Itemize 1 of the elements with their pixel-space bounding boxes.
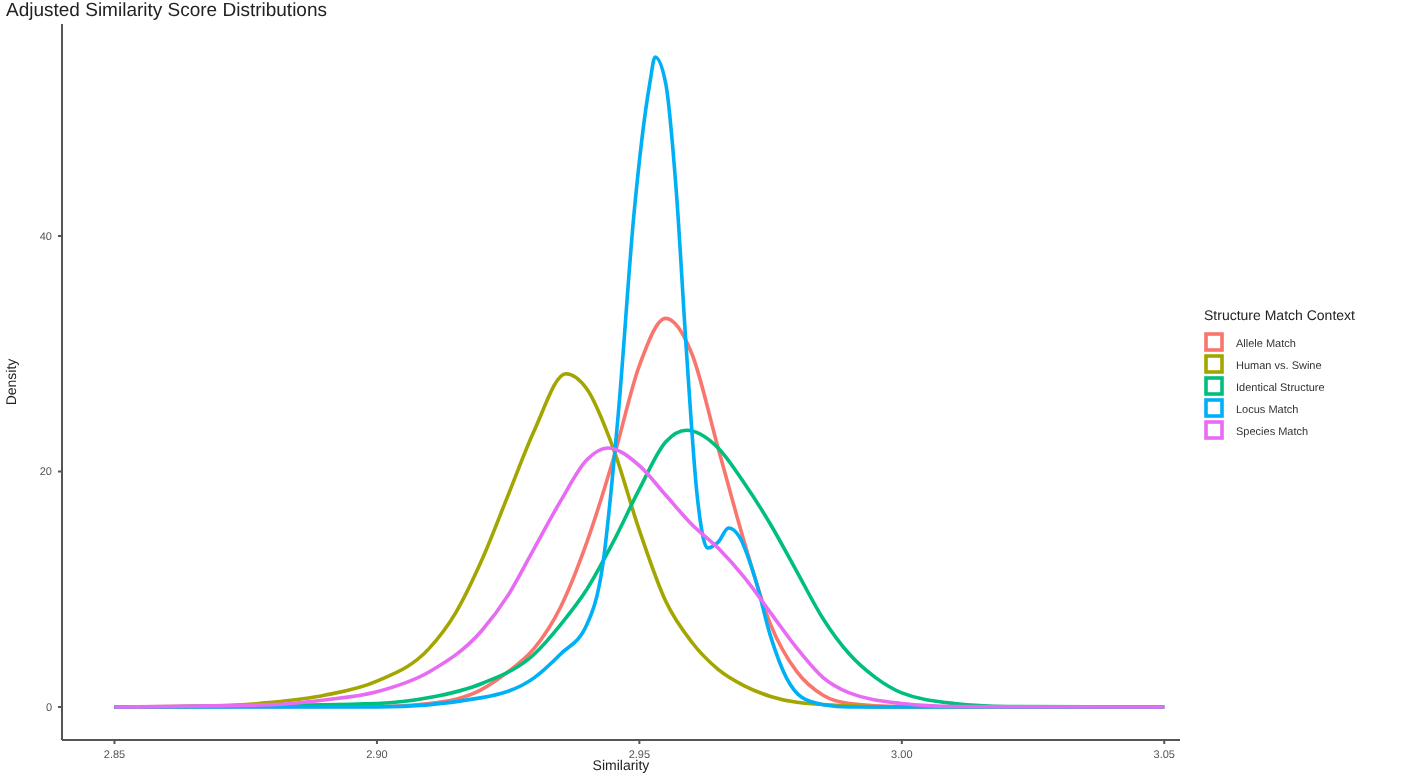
chart-title: Adjusted Similarity Score Distributions xyxy=(6,0,328,22)
